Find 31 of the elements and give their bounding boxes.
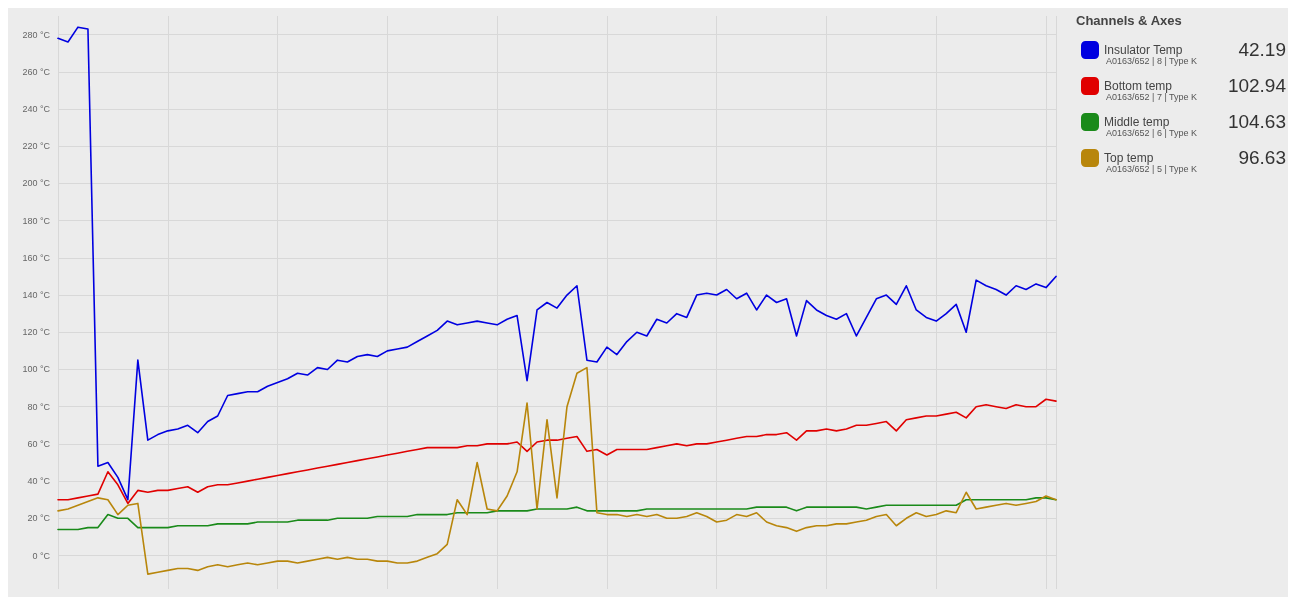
text: 42.19	[1238, 39, 1286, 60]
y-tick-label: 180 °C	[22, 215, 51, 226]
y-tick-label: 80 °C	[27, 401, 51, 412]
legend-label: Insulator Temp	[1104, 43, 1183, 57]
y-tick-label: 20 °C	[27, 513, 51, 524]
text: A0163/652 | 5 | Type K	[1106, 163, 1198, 174]
y-tick-label: 120 °C	[22, 327, 51, 338]
legend-label: Middle temp	[1104, 115, 1170, 129]
y-tick-label: 240 °C	[22, 104, 51, 115]
y-tick-label: 260 °C	[22, 66, 51, 77]
legend-label: Top temp	[1104, 151, 1154, 165]
y-tick-label: 160 °C	[22, 252, 51, 263]
line-series	[57, 398, 1057, 505]
text: A0163/652 | 6 | Type K	[1106, 127, 1198, 138]
legend-label: Bottom temp	[1104, 79, 1173, 93]
text: A0163/652 | 7 | Type K	[1106, 91, 1198, 102]
text: 104.63	[1227, 111, 1287, 132]
y-tick-label: 140 °C	[22, 290, 51, 301]
y-tick-label: 280 °C	[22, 29, 51, 40]
y-tick-label: 220 °C	[22, 141, 51, 152]
line-series	[57, 26, 1057, 501]
text: 102.94	[1227, 75, 1287, 96]
y-tick-label: 200 °C	[22, 178, 51, 189]
line-series	[57, 366, 1057, 575]
legend-title: Channels & Axes	[1076, 13, 1182, 28]
y-tick-label: 0 °C	[32, 550, 51, 561]
y-tick-label: 60 °C	[27, 438, 51, 449]
text: 96.63	[1238, 147, 1286, 168]
text: A0163/652 | 8 | Type K	[1106, 55, 1198, 66]
y-tick-label: 40 °C	[27, 476, 51, 487]
y-tick-label: 100 °C	[22, 364, 51, 375]
